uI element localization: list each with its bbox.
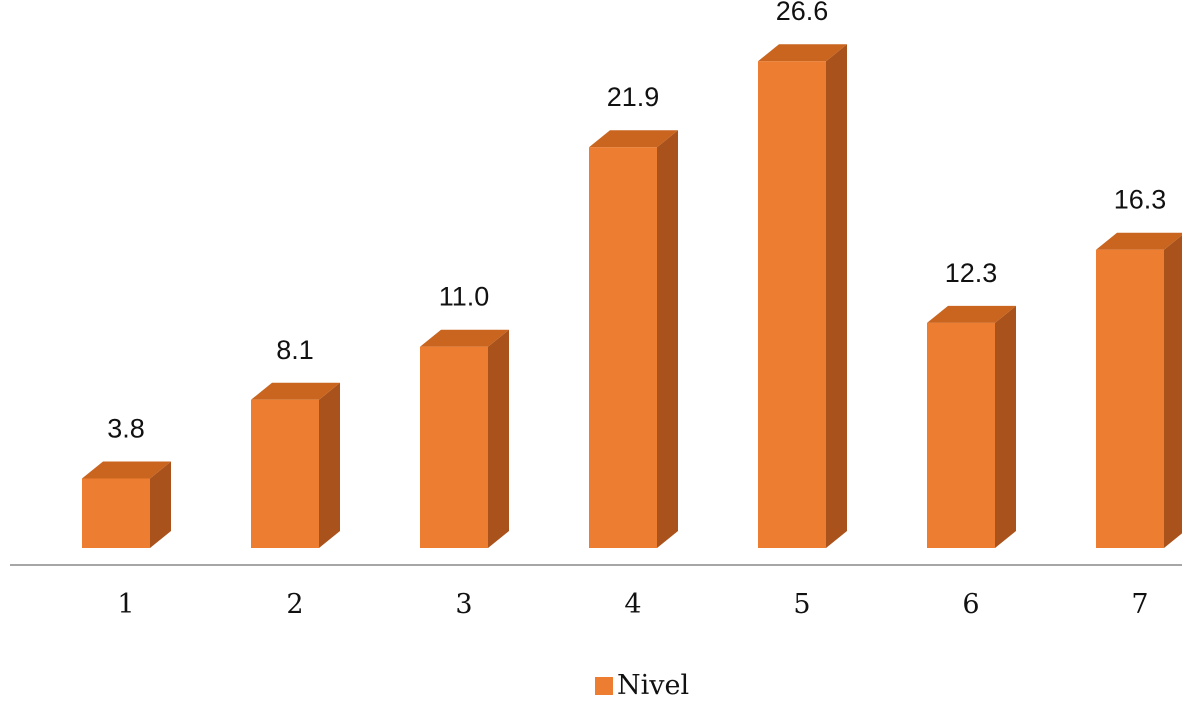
bar-6 — [927, 305, 1016, 548]
bar-side-face — [1164, 235, 1182, 548]
bar-2 — [251, 382, 340, 548]
bar-4 — [589, 130, 678, 549]
bar-side-face — [657, 130, 678, 549]
x-tick-label: 3 — [455, 589, 472, 620]
x-tick-label: 5 — [793, 589, 810, 620]
x-tick-label: 4 — [624, 589, 641, 620]
bar-3 — [420, 329, 509, 548]
bar-side-face — [150, 461, 171, 548]
bar-top-face — [758, 44, 847, 62]
value-labels-group: 3.8 8.1 11.0 21.9 26.6 12.3 16.3 — [107, 0, 1166, 443]
value-label: 12.3 — [945, 258, 998, 288]
bar-side-face — [319, 382, 340, 548]
bar-front-face — [82, 478, 150, 548]
bar-1 — [82, 461, 171, 548]
value-label: 26.6 — [776, 0, 829, 26]
bar-front-face — [251, 399, 319, 548]
legend-label: Nivel — [617, 670, 690, 701]
bar-side-face — [488, 329, 509, 548]
bar-top-face — [927, 305, 1016, 323]
x-tick-label: 7 — [1131, 589, 1148, 620]
value-label: 3.8 — [107, 413, 145, 443]
bar-top-face — [589, 130, 678, 148]
bar-top-face — [251, 382, 340, 400]
x-tick-label: 1 — [117, 589, 134, 620]
x-tick-label: 2 — [286, 589, 303, 620]
bar-side-face — [995, 305, 1016, 548]
value-label: 21.9 — [607, 82, 660, 112]
legend-swatch — [595, 676, 613, 695]
value-label: 11.0 — [439, 282, 490, 312]
bar-top-face — [1096, 232, 1182, 250]
bar-7 — [1096, 232, 1182, 548]
bar-front-face — [1096, 249, 1164, 548]
x-tick-labels-group: 1 2 3 4 5 6 7 — [117, 589, 1148, 620]
bar-front-face — [420, 346, 488, 548]
bar-front-face — [589, 147, 657, 549]
bar-5 — [758, 44, 847, 548]
bar-top-face — [82, 461, 171, 479]
bar-front-face — [927, 322, 995, 548]
value-label: 16.3 — [1114, 185, 1167, 215]
bars-group — [82, 44, 1182, 549]
bar-top-face — [420, 329, 509, 347]
bar-side-face — [826, 44, 847, 548]
bar-front-face — [758, 61, 826, 548]
x-tick-label: 6 — [962, 589, 979, 620]
legend: Nivel — [595, 670, 689, 701]
value-label: 8.1 — [276, 335, 314, 365]
